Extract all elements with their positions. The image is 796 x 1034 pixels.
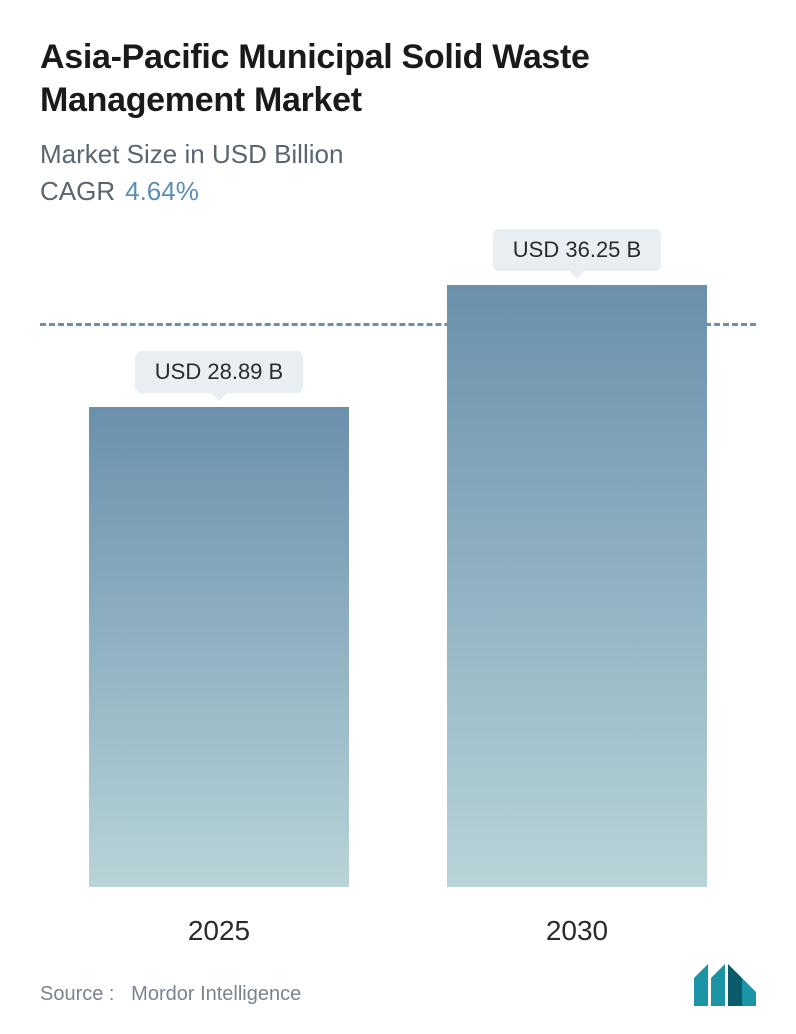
source-name: Mordor Intelligence	[131, 983, 301, 1005]
x-label-2030: 2030	[447, 915, 707, 947]
logo-bar-3	[728, 964, 742, 1006]
cagr-value: 4.64%	[125, 176, 199, 206]
logo-bar-2	[711, 964, 725, 1006]
chart-area: USD 28.89 B USD 36.25 B 2025 2030	[40, 247, 756, 947]
x-label-2025: 2025	[89, 915, 349, 947]
logo-bar-1	[694, 964, 708, 1006]
bars-container: USD 28.89 B USD 36.25 B	[40, 267, 756, 887]
brand-logo-icon	[694, 964, 756, 1006]
cagr-row: CAGR 4.64%	[40, 176, 756, 207]
logo-bar-4	[742, 978, 756, 1006]
chart-subtitle: Market Size in USD Billion	[40, 139, 756, 170]
bar-group-2030: USD 36.25 B	[447, 229, 707, 887]
value-badge-2025: USD 28.89 B	[135, 351, 303, 393]
bar-2030	[447, 285, 707, 887]
cagr-label: CAGR	[40, 176, 115, 206]
bar-2025	[89, 407, 349, 887]
source-label: Source :	[40, 983, 114, 1005]
x-axis-labels: 2025 2030	[40, 915, 756, 947]
source-attribution: Source : Mordor Intelligence	[40, 983, 301, 1006]
chart-footer: Source : Mordor Intelligence	[40, 964, 756, 1006]
value-badge-2030: USD 36.25 B	[493, 229, 661, 271]
bar-group-2025: USD 28.89 B	[89, 351, 349, 887]
chart-title: Asia-Pacific Municipal Solid Waste Manag…	[40, 36, 756, 121]
